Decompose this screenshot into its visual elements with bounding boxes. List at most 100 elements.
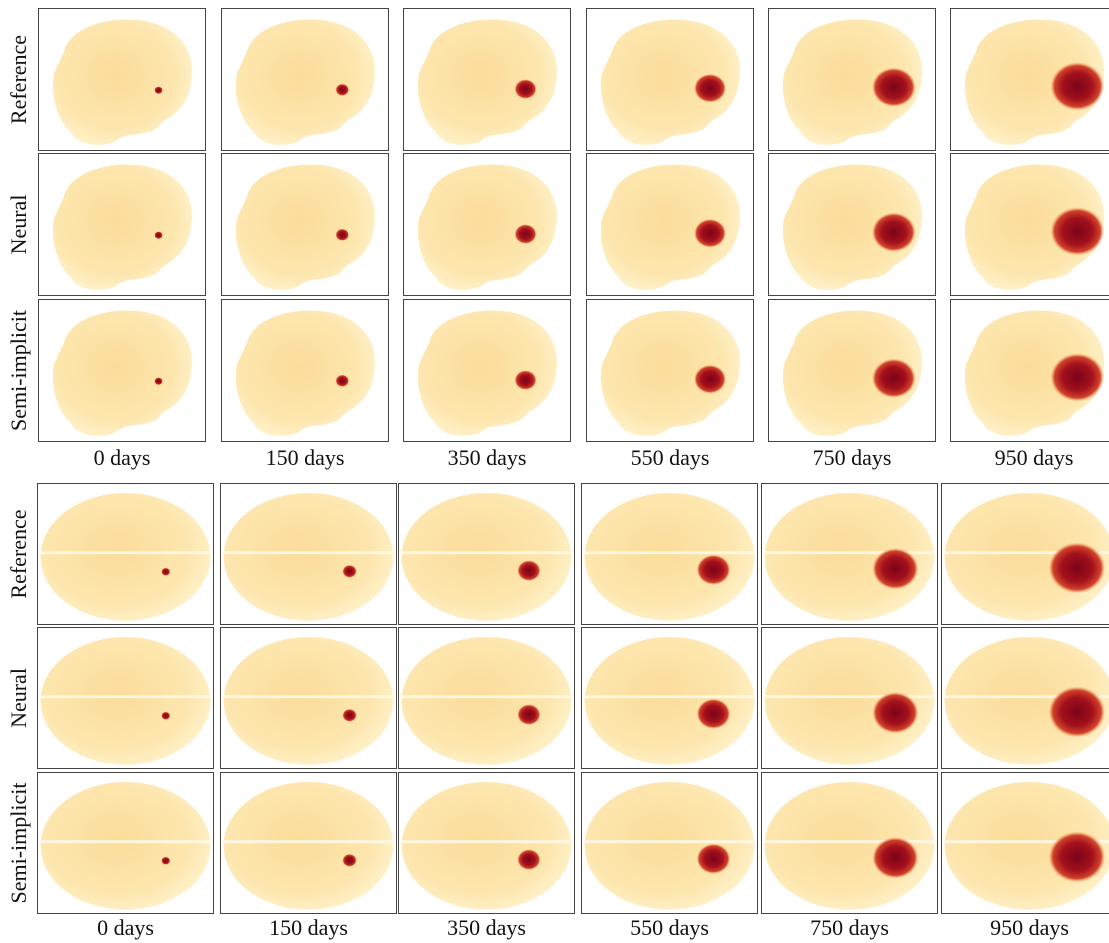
tumor bbox=[515, 224, 537, 244]
row-label: Reference bbox=[6, 509, 31, 598]
figure: Reference Neural Semi-implicit 0 days 150 da… bbox=[0, 0, 1109, 943]
brain bbox=[402, 493, 572, 621]
tumor bbox=[342, 854, 356, 867]
tumor bbox=[515, 79, 537, 99]
tumor bbox=[694, 219, 726, 248]
midline bbox=[222, 840, 395, 843]
panel bbox=[582, 484, 758, 625]
tumor bbox=[336, 375, 349, 387]
column-label: 550 days bbox=[631, 445, 710, 470]
brain bbox=[402, 782, 572, 910]
midline bbox=[222, 551, 395, 554]
tumor bbox=[1050, 353, 1104, 401]
midline bbox=[583, 840, 756, 843]
panel bbox=[404, 300, 571, 442]
panel bbox=[582, 773, 758, 914]
panel bbox=[221, 484, 397, 625]
brain bbox=[585, 493, 755, 621]
tumor bbox=[154, 377, 162, 385]
tumor bbox=[161, 712, 170, 720]
tumor bbox=[161, 857, 170, 865]
panel bbox=[587, 154, 754, 296]
row-label: Semi-implicit bbox=[6, 783, 31, 904]
row-label: Semi-implicit bbox=[6, 310, 31, 431]
panel bbox=[399, 773, 575, 914]
panel bbox=[942, 484, 1109, 625]
panel bbox=[951, 300, 1109, 442]
midline bbox=[400, 840, 573, 843]
panel bbox=[38, 773, 214, 914]
column-label: 750 days bbox=[813, 445, 892, 470]
panel bbox=[39, 154, 206, 296]
midline bbox=[39, 695, 212, 698]
midline bbox=[400, 551, 573, 554]
panel bbox=[399, 628, 575, 769]
tumor bbox=[872, 692, 918, 733]
panel bbox=[404, 9, 571, 151]
column-label: 350 days bbox=[447, 915, 526, 940]
panel bbox=[769, 154, 936, 296]
tumor bbox=[154, 86, 162, 94]
column-label: 0 days bbox=[94, 445, 151, 470]
brain bbox=[224, 782, 394, 910]
column-label: 150 days bbox=[269, 915, 348, 940]
tumor bbox=[342, 565, 356, 578]
brain bbox=[224, 637, 394, 765]
brain bbox=[585, 637, 755, 765]
tumor bbox=[517, 560, 540, 581]
midline bbox=[39, 551, 212, 554]
midline bbox=[400, 695, 573, 698]
row-label: Neural bbox=[6, 195, 31, 255]
panel bbox=[222, 300, 389, 442]
tumor bbox=[697, 699, 731, 729]
column-label: 150 days bbox=[266, 445, 345, 470]
tumor bbox=[154, 231, 162, 239]
midline bbox=[39, 840, 212, 843]
panel bbox=[221, 628, 397, 769]
brain bbox=[41, 782, 211, 910]
row-label: Reference bbox=[6, 35, 31, 124]
tumor bbox=[1050, 207, 1104, 255]
tumor bbox=[872, 548, 918, 589]
panel bbox=[582, 628, 758, 769]
panel bbox=[769, 300, 936, 442]
column-label: 750 days bbox=[810, 915, 889, 940]
tumor bbox=[694, 365, 726, 394]
tumor bbox=[1049, 542, 1106, 593]
panel bbox=[222, 9, 389, 151]
column-label: 550 days bbox=[630, 915, 709, 940]
column-label: 0 days bbox=[97, 915, 154, 940]
tumor bbox=[161, 568, 170, 576]
row-label: Neural bbox=[6, 668, 31, 728]
panel bbox=[942, 628, 1109, 769]
column-label: 950 days bbox=[995, 445, 1074, 470]
tumor bbox=[336, 84, 349, 96]
column-label: 350 days bbox=[448, 445, 527, 470]
midline bbox=[583, 695, 756, 698]
tumor bbox=[697, 844, 731, 874]
tumor bbox=[872, 837, 918, 878]
brain bbox=[402, 637, 572, 765]
panel bbox=[769, 9, 936, 151]
panel bbox=[587, 300, 754, 442]
panel bbox=[39, 9, 206, 151]
panel bbox=[762, 484, 938, 625]
brain bbox=[41, 637, 211, 765]
tumor bbox=[1050, 62, 1104, 110]
brain bbox=[41, 493, 211, 621]
column-label: 950 days bbox=[990, 915, 1069, 940]
panel bbox=[951, 9, 1109, 151]
panel bbox=[404, 154, 571, 296]
tumor bbox=[872, 68, 916, 107]
brain bbox=[585, 782, 755, 910]
tumor bbox=[342, 709, 356, 722]
tumor bbox=[336, 229, 349, 241]
midline bbox=[222, 695, 395, 698]
panel bbox=[38, 628, 214, 769]
tumor bbox=[694, 74, 726, 103]
panel bbox=[222, 154, 389, 296]
tumor bbox=[1049, 831, 1106, 882]
panel bbox=[221, 773, 397, 914]
panel bbox=[942, 773, 1109, 914]
tumor bbox=[872, 359, 916, 398]
